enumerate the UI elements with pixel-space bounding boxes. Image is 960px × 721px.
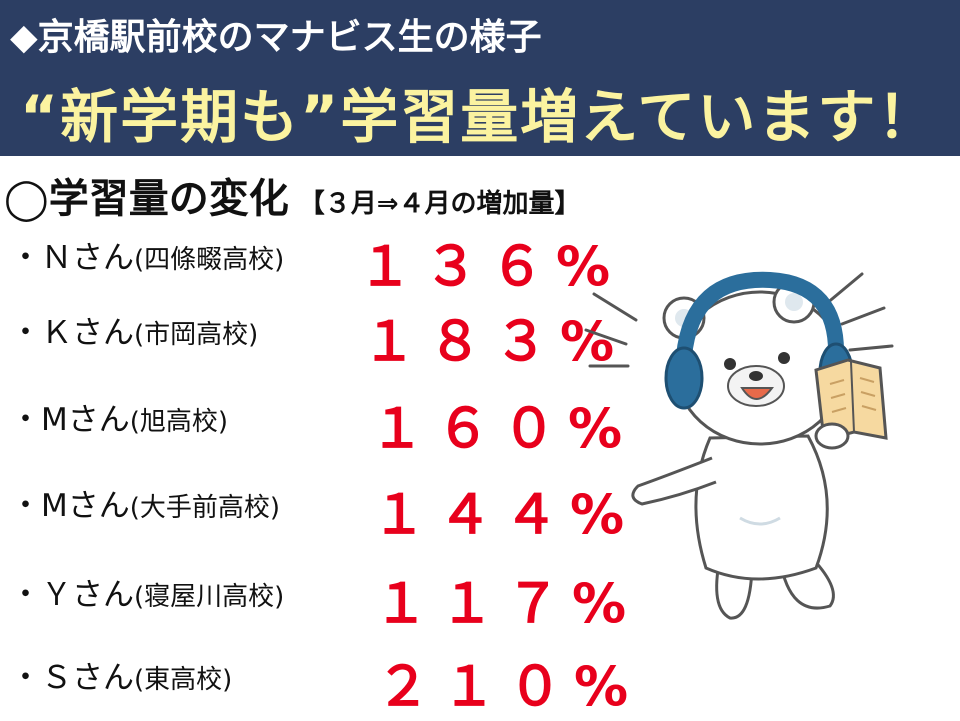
student-name: ・Ｓさん(東高校)	[10, 652, 232, 697]
bear-with-headphones-reading-book-icon	[584, 271, 894, 620]
student-name: ・Ｙさん(寝屋川高校)	[10, 569, 284, 614]
student-school: (大手前高校)	[129, 493, 281, 523]
student-school: (東高校)	[134, 665, 233, 695]
header-banner: ◆京橋駅前校のマナビス生の様子 “新学期も”学習量増えています！	[0, 0, 960, 156]
student-percent: ２１０%	[376, 655, 641, 718]
student-school: (市岡高校)	[134, 320, 259, 350]
student-name: ・Mさん(大手前高校)	[10, 480, 280, 525]
student-school: (寝屋川高校)	[134, 582, 285, 612]
student-name-text: ・Mさん	[10, 488, 130, 524]
school-subtitle: ◆京橋駅前校のマナビス生の様子	[10, 17, 542, 58]
student-percent: １８３%	[362, 310, 627, 373]
student-name-text: ・Ｙさん	[10, 577, 134, 613]
student-percent: １３６%	[358, 235, 623, 298]
student-name-text: ・Ｎさん	[10, 240, 134, 276]
student-name-text: ・Ｋさん	[10, 315, 134, 351]
student-name-text: ・Mさん	[10, 402, 130, 438]
student-percent: １４４%	[372, 483, 637, 546]
section-title-main: ◯学習量の変化	[4, 176, 289, 222]
student-percent: １６０%	[370, 397, 635, 460]
headline: “新学期も”学習量増えています！	[20, 83, 938, 151]
section-title: ◯学習量の変化 【３月⇒４月の増加量】	[4, 166, 581, 224]
student-school: (四條畷高校)	[134, 245, 285, 275]
section-title-note: 【３月⇒４月の増加量】	[298, 189, 581, 219]
student-name: ・Ｎさん(四條畷高校)	[10, 232, 284, 277]
student-name: ・Mさん(旭高校)	[10, 394, 228, 439]
student-name-text: ・Ｓさん	[10, 660, 134, 696]
student-percent: １１７%	[374, 572, 639, 635]
student-name: ・Ｋさん(市岡高校)	[10, 307, 258, 352]
student-school: (旭高校)	[129, 407, 229, 437]
